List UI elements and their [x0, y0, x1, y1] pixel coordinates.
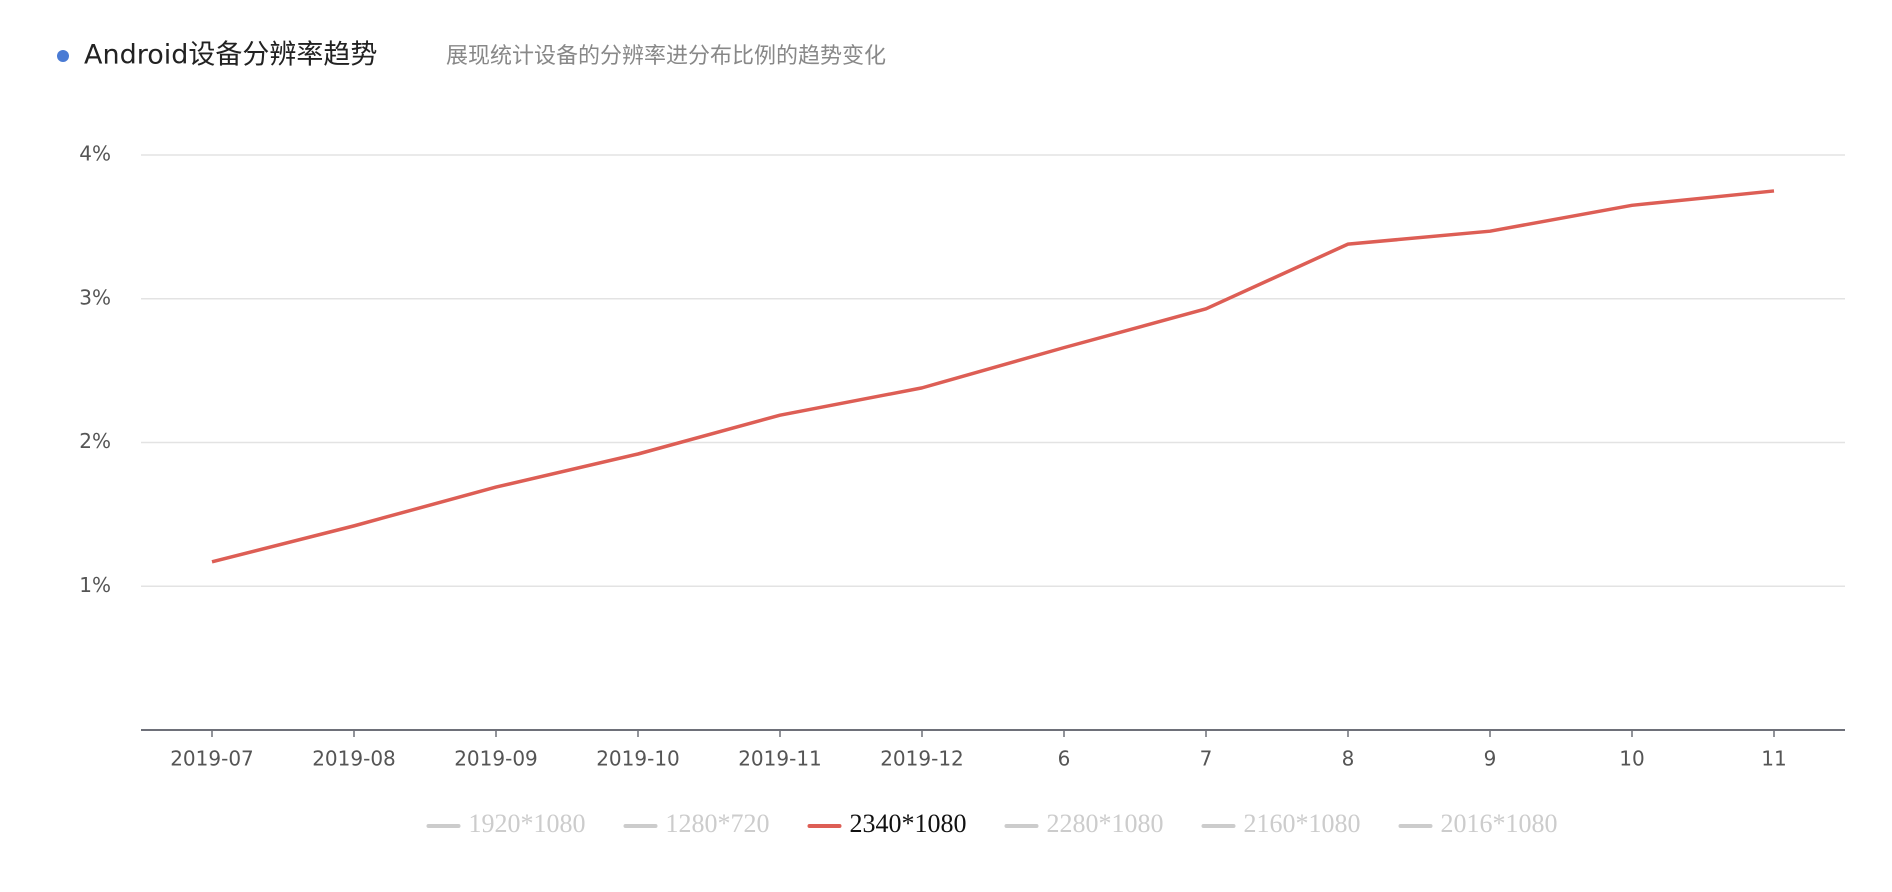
x-tick-label: 2019-07 — [170, 747, 254, 771]
legend-label[interactable]: 2016*1080 — [1441, 809, 1558, 838]
legend-label[interactable]: 2340*1080 — [850, 809, 967, 838]
legend-label[interactable]: 1280*720 — [666, 809, 770, 838]
chart-title: Android设备分辨率趋势 — [84, 40, 377, 71]
x-tick-label: 2019-09 — [454, 747, 538, 771]
x-tick-label: 11 — [1761, 747, 1786, 771]
x-tick-label: 8 — [1342, 747, 1355, 771]
y-tick-label: 3% — [79, 285, 111, 309]
legend-label[interactable]: 2280*1080 — [1047, 809, 1164, 838]
x-tick-label: 7 — [1200, 747, 1213, 771]
x-tick-label: 6 — [1058, 747, 1071, 771]
y-tick-label: 1% — [79, 573, 111, 597]
series-line — [211, 189, 1775, 564]
x-tick-label: 2019-11 — [738, 747, 822, 771]
x-tick-label: 2019-12 — [880, 747, 964, 771]
legend-label[interactable]: 1920*1080 — [469, 809, 586, 838]
x-tick-label: 9 — [1484, 747, 1497, 771]
y-tick-label: 4% — [79, 142, 111, 166]
legend-label[interactable]: 2160*1080 — [1244, 809, 1361, 838]
x-tick-label: 2019-08 — [312, 747, 396, 771]
chart-subtitle: 展现统计设备的分辨率进分布比例的趋势变化 — [446, 44, 886, 69]
title-dot — [57, 50, 69, 62]
y-tick-label: 2% — [79, 429, 111, 453]
x-tick-label: 2019-10 — [596, 747, 680, 771]
x-tick-label: 10 — [1619, 747, 1644, 771]
